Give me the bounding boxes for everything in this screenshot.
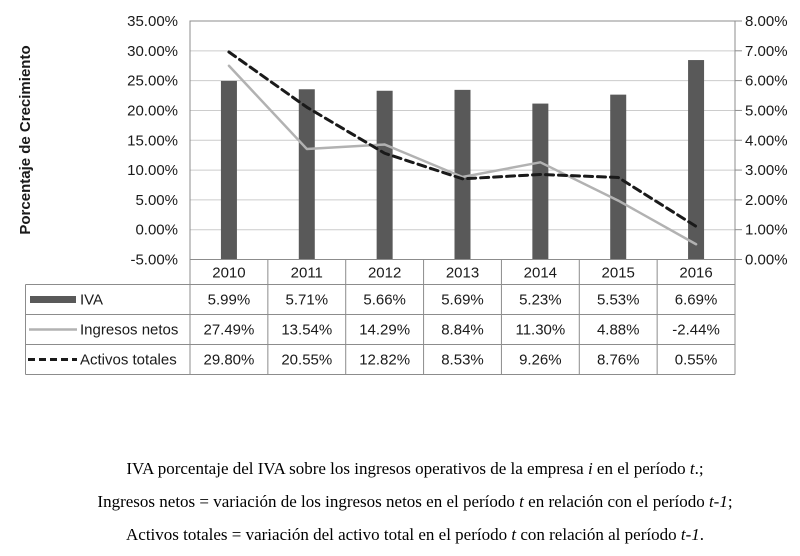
table-cell-value: 8.84%	[441, 322, 484, 339]
caption-text: .;	[694, 459, 704, 478]
category-label: 2011	[291, 265, 323, 282]
caption-variable: t-1	[680, 525, 700, 544]
caption-line: Ingresos netos = variación de los ingres…	[30, 485, 800, 518]
caption-text: ;	[727, 492, 733, 511]
left-axis-tick-label: 25.00%	[127, 73, 178, 90]
legend-label: Activos totales	[80, 352, 177, 369]
right-axis-tick-label: 6.00%	[745, 73, 788, 90]
table-cell-value: 8.76%	[597, 352, 640, 369]
table-cell-value: 5.66%	[363, 292, 406, 309]
caption-text: Ingresos netos = variación de los ingres…	[97, 492, 520, 511]
table-cell-value: 6.69%	[675, 292, 718, 309]
left-axis-tick-label: 20.00%	[127, 102, 178, 119]
bar-iva-2016	[688, 60, 705, 260]
table-cell-value: 29.80%	[203, 352, 254, 369]
table-cell-value: 4.88%	[597, 322, 640, 339]
caption-text: .	[699, 525, 704, 544]
y-axis-title: Porcentaje de Crecimiento	[17, 45, 34, 235]
right-axis-tick-label: 3.00%	[745, 162, 788, 179]
caption-variable: t	[519, 492, 524, 511]
table-cell-value: -2.44%	[672, 322, 720, 339]
caption-variable: t	[689, 459, 695, 478]
caption-variable: t-1	[708, 492, 728, 511]
category-label: 2015	[602, 265, 635, 282]
left-axis-tick-label: -5.00%	[130, 252, 178, 269]
legend-label: IVA	[80, 292, 103, 309]
table-cell-value: 0.55%	[675, 352, 718, 369]
caption-text: en relación con el período	[523, 492, 709, 511]
category-label: 2013	[446, 265, 479, 282]
line-ingresos-netos	[227, 64, 698, 246]
right-axis-tick-label: 7.00%	[745, 43, 788, 60]
bar-iva-2014	[532, 103, 549, 260]
left-axis-tick-label: 15.00%	[127, 132, 178, 149]
caption-text: en el período	[592, 459, 690, 478]
line-activos-totales	[227, 50, 698, 228]
right-axis-tick-label: 1.00%	[745, 222, 788, 239]
category-label: 2010	[212, 265, 245, 282]
right-axis-tick-label: 4.00%	[745, 132, 788, 149]
legend-label: Ingresos netos	[80, 322, 178, 339]
table-cell-value: 5.71%	[286, 292, 329, 309]
table-cell-value: 11.30%	[515, 322, 565, 339]
figure-caption: IVA porcentaje del IVA sobre los ingreso…	[30, 452, 800, 551]
left-axis-tick-label: 5.00%	[135, 192, 178, 209]
caption-text: IVA porcentaje del IVA sobre los ingreso…	[126, 459, 588, 478]
table-cell-value: 5.99%	[208, 292, 251, 309]
right-axis-tick-label: 2.00%	[745, 192, 788, 209]
table-cell-value: 20.55%	[281, 352, 332, 369]
caption-text: con relación al período	[516, 525, 681, 544]
caption-variable: i	[587, 459, 593, 478]
table-cell-value: 12.82%	[359, 352, 410, 369]
category-label: 2014	[524, 265, 557, 282]
caption-text: Activos totales = variación del activo t…	[126, 525, 512, 544]
bar-iva-2011	[298, 89, 315, 260]
caption-line: IVA porcentaje del IVA sobre los ingreso…	[30, 452, 800, 485]
left-axis-tick-label: 0.00%	[135, 222, 178, 239]
caption-variable: t	[511, 525, 517, 544]
table-cell-value: 5.53%	[597, 292, 640, 309]
right-axis-tick-label: 5.00%	[745, 102, 788, 119]
bar-iva-2013	[454, 89, 471, 260]
growth-chart: 35.00% 30.00% 25.00% 20.00% 15.00% 10.00% 5.00…	[25, 13, 788, 375]
category-label: 2012	[368, 265, 401, 282]
left-axis-tick-label: 35.00%	[127, 13, 178, 30]
left-axis-tick-label: 10.00%	[127, 162, 178, 179]
table-cell-value: 27.49%	[203, 322, 254, 339]
table-cell-value: 13.54%	[281, 322, 332, 339]
legend-bar-swatch	[30, 296, 76, 303]
bar-iva-2012	[376, 90, 393, 260]
left-axis-tick-label: 30.00%	[127, 43, 178, 60]
category-label: 2016	[679, 265, 712, 282]
right-axis-tick-label: 8.00%	[745, 13, 788, 30]
table-cell-value: 5.69%	[441, 292, 484, 309]
table-cell-value: 14.29%	[359, 322, 410, 339]
bar-iva-2010	[220, 80, 237, 260]
table-cell-value: 8.53%	[441, 352, 484, 369]
caption-line: Activos totales = variación del activo t…	[30, 518, 800, 551]
table-cell-value: 9.26%	[519, 352, 562, 369]
table-cell-value: 5.23%	[519, 292, 562, 309]
right-axis-tick-label: 0.00%	[745, 252, 788, 269]
